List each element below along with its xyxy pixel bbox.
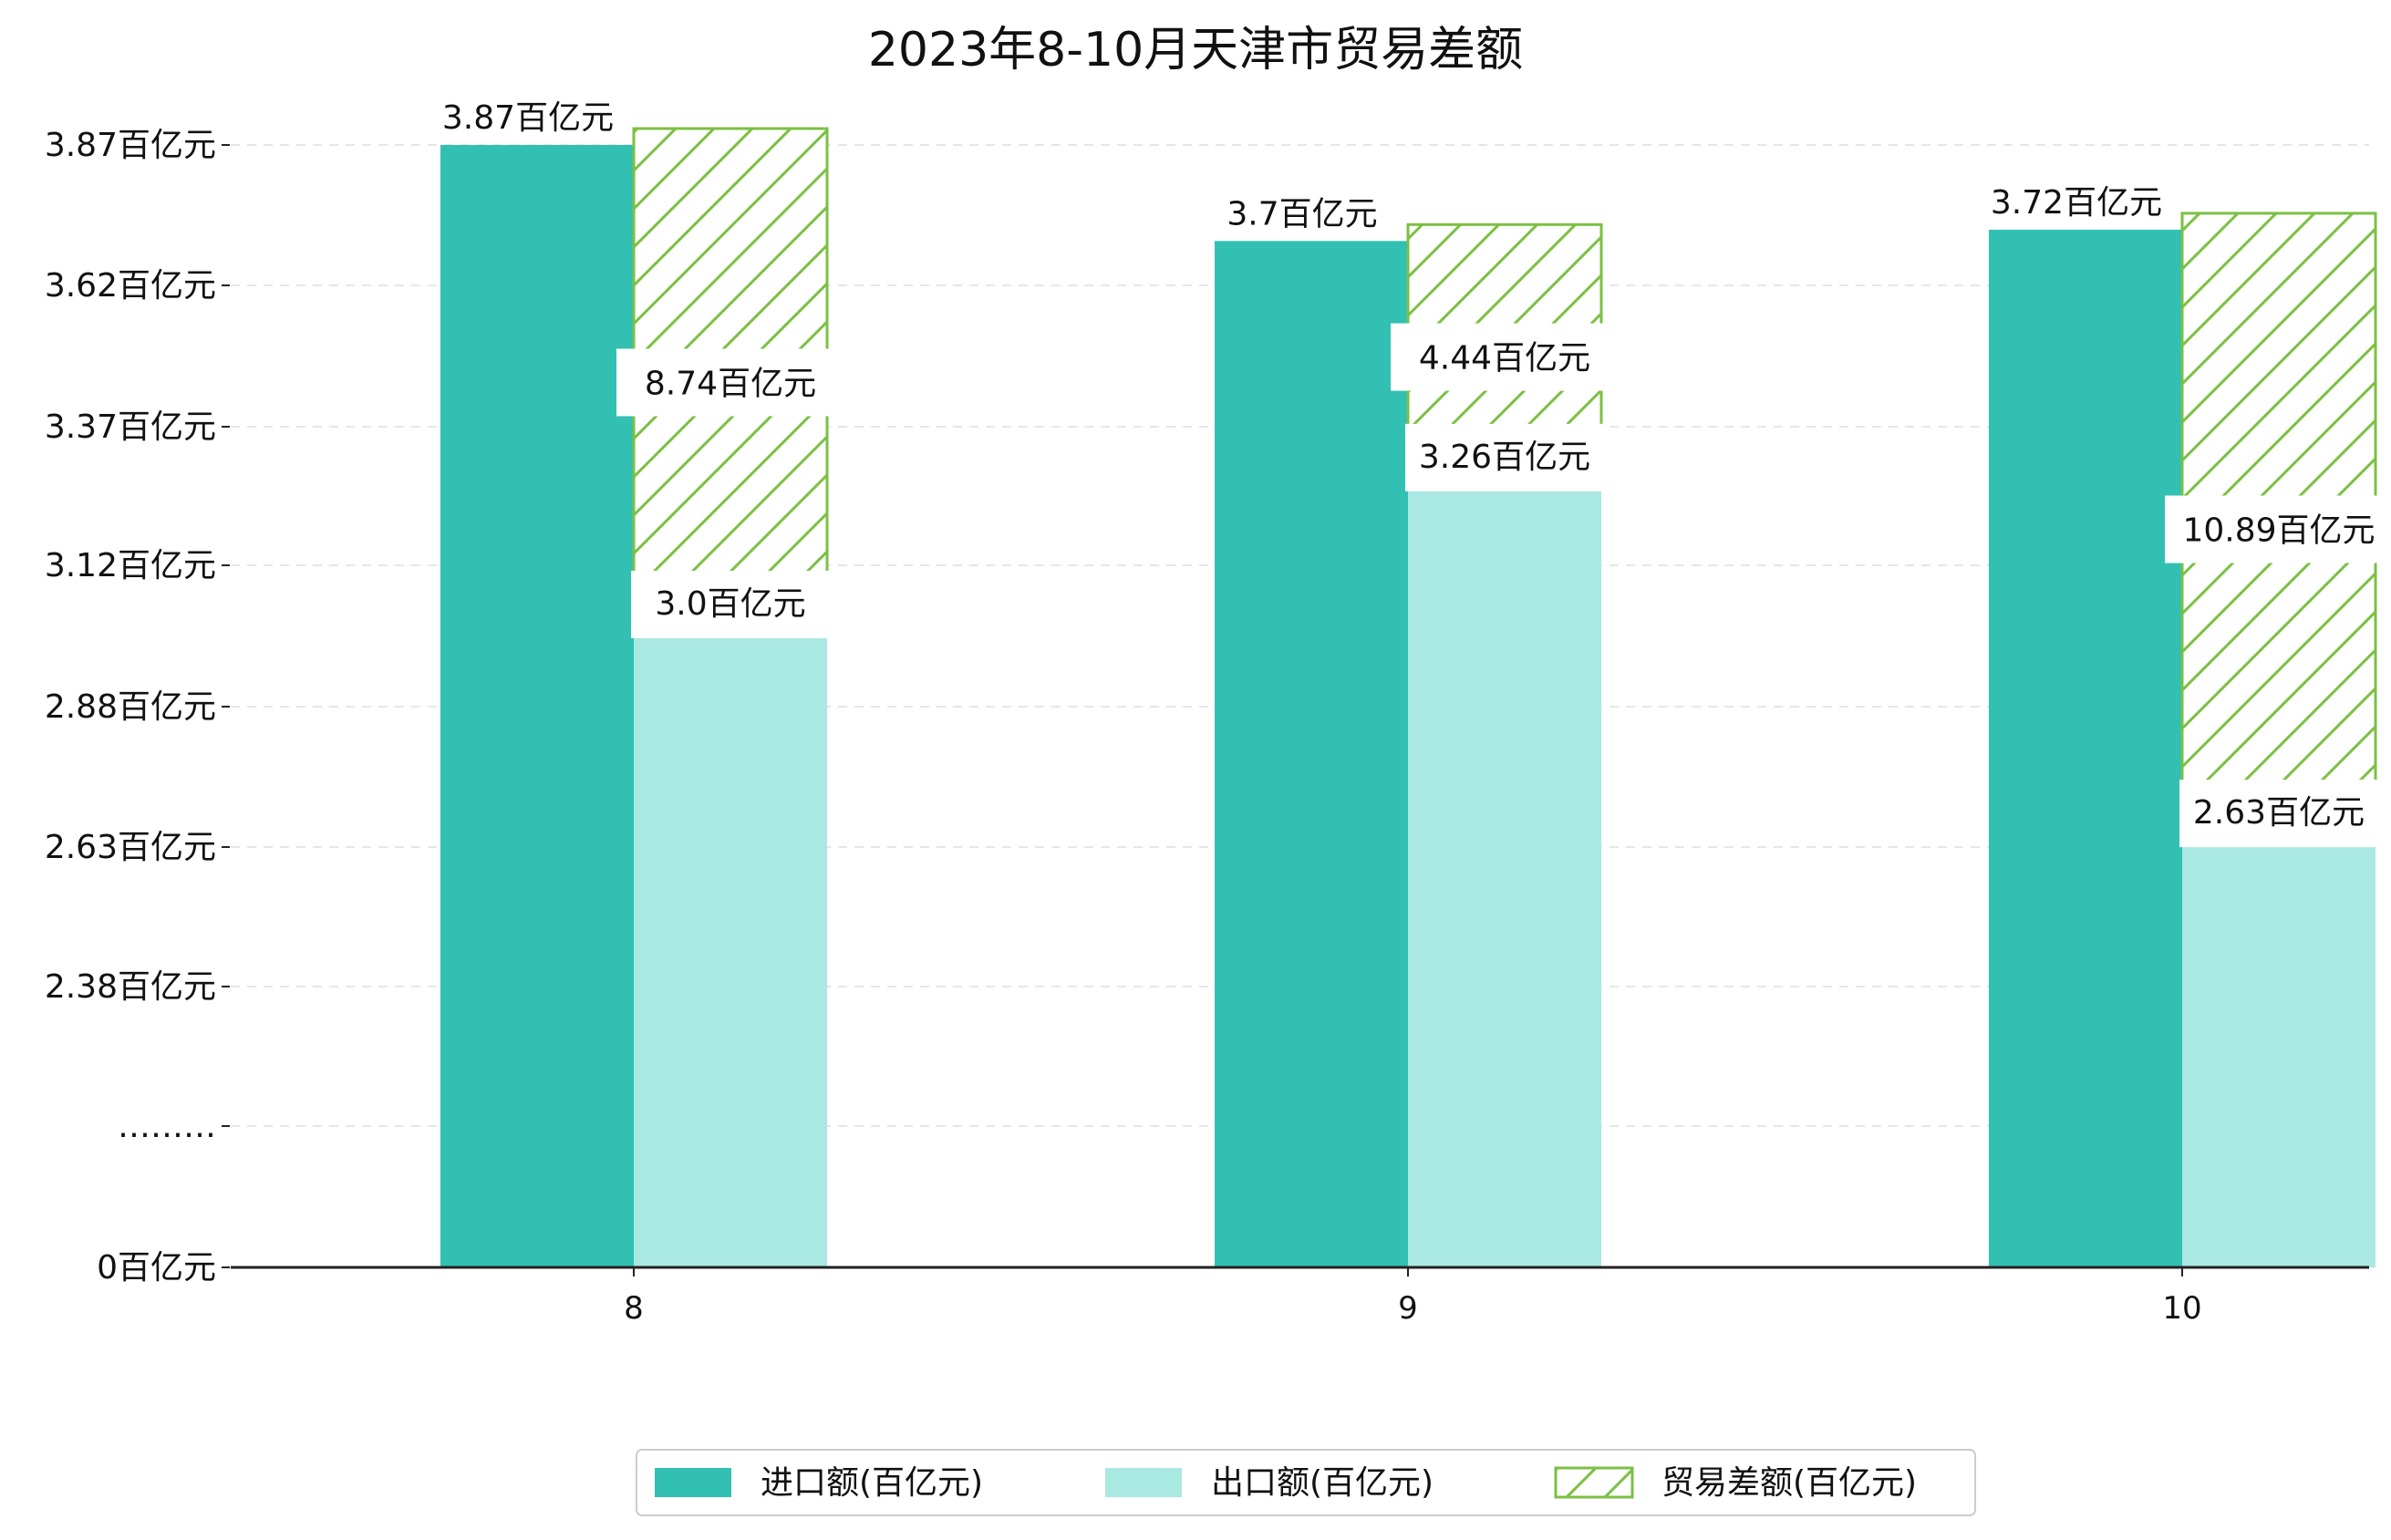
data-label-export: 3.26百亿元 (1419, 439, 1590, 476)
label-box (1391, 323, 1619, 391)
y-tick-label: 2.38百亿元 (45, 968, 216, 1006)
axes: 0百亿元 ……… 2.38百亿元 2.63百亿元 2.88百亿元 3.12百亿元 3.37百… (45, 127, 2369, 1327)
bar-import (440, 145, 634, 1267)
y-tick-label: ……… (118, 1108, 216, 1145)
label-box (631, 570, 830, 638)
label-box (1405, 423, 1604, 491)
x-tick-label: 10 (2162, 1290, 2201, 1327)
chart-title: 2023年8-10月天津市贸易差额 (868, 23, 1523, 78)
legend-label: 进口额(百亿元) (761, 1464, 983, 1502)
bars (440, 127, 2377, 1268)
legend-swatch (1554, 1466, 1634, 1499)
data-label-export: 2.63百亿元 (2193, 794, 2365, 832)
label-box (2179, 780, 2378, 848)
legend: 进口额(百亿元) 出口额(百亿元) 贸易差额(百亿元) (636, 1449, 1976, 1516)
x-tick-label: 9 (1398, 1290, 1418, 1327)
y-tick-label: 0百亿元 (97, 1249, 216, 1287)
bar-import (1215, 241, 1408, 1267)
data-label-trade-balance: 8.74百亿元 (645, 365, 816, 402)
label-box (2165, 495, 2391, 563)
y-tick-label: 2.63百亿元 (45, 829, 216, 866)
y-tick-label: 3.37百亿元 (45, 408, 216, 446)
data-label-import: 3.87百亿元 (442, 99, 614, 137)
bar-export (1408, 489, 1601, 1267)
legend-label: 出口额(百亿元) (1211, 1464, 1434, 1502)
legend-swatch (1105, 1468, 1182, 1497)
y-tick-label: 3.87百亿元 (45, 127, 216, 164)
legend-label: 贸易差额(百亿元) (1661, 1464, 1917, 1502)
data-label-trade-balance: 4.44百亿元 (1419, 340, 1590, 377)
data-label-import: 3.7百亿元 (1227, 195, 1377, 233)
data-label-import: 3.72百亿元 (1991, 184, 2162, 222)
x-tick-label: 8 (624, 1290, 644, 1327)
label-box (616, 348, 844, 417)
data-label-trade-balance: 10.89百亿元 (2182, 512, 2375, 550)
y-tick-label: 3.62百亿元 (45, 267, 216, 305)
legend-swatch (655, 1468, 731, 1497)
legend-box (636, 1449, 1976, 1516)
y-tick-label: 3.12百亿元 (45, 547, 216, 584)
bar-import (1989, 229, 2182, 1268)
data-label-export: 3.0百亿元 (655, 585, 805, 623)
data-labels: 3.87百亿元 3.0百亿元 8.74百亿元 3.7百亿元 3.26百亿元 4.44百亿元… (442, 99, 2391, 848)
bar-export (2182, 845, 2375, 1267)
y-tick-label: 2.88百亿元 (45, 688, 216, 726)
bar-export (634, 636, 827, 1267)
